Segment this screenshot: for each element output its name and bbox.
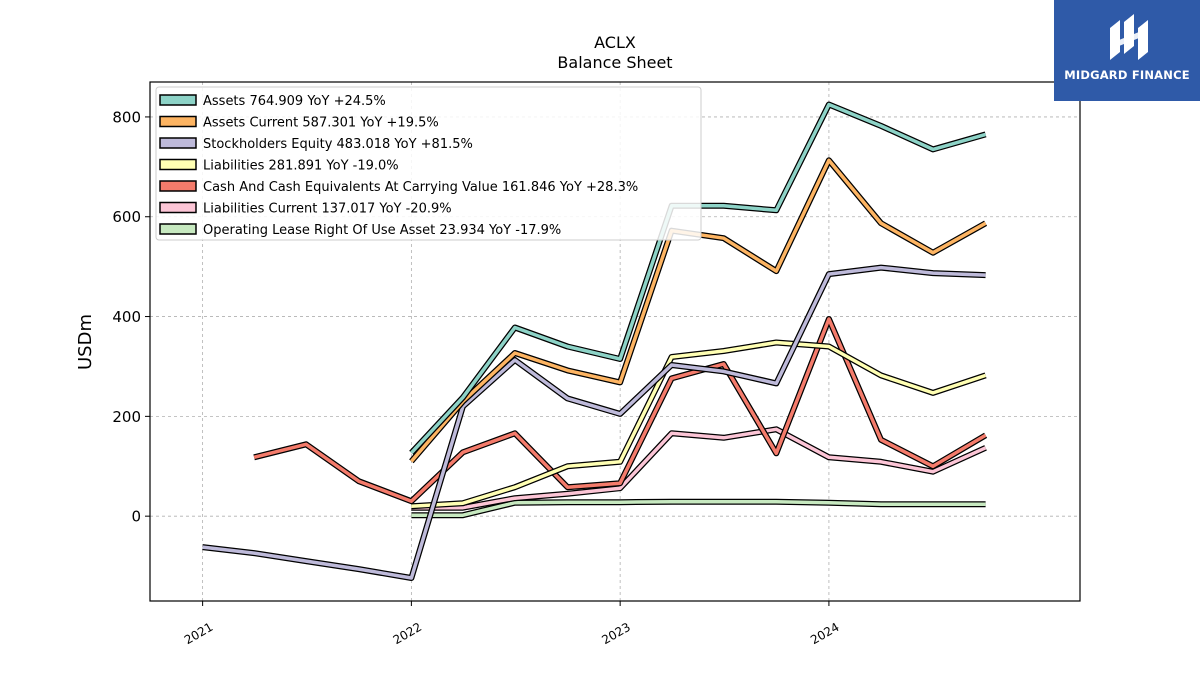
legend-item: Assets Current 587.301 YoY +19.5% [159,115,439,131]
x-tick-label: 2024 [808,620,841,647]
legend-swatch [159,158,197,171]
legend-item: Operating Lease Right Of Use Asset 23.93… [159,223,561,238]
x-tick-label: 2022 [391,620,424,647]
series-operating-lease-right-of-use-asset [411,498,986,519]
legend-label: Assets Current 587.301 YoY +19.5% [203,116,439,131]
legend-item: Liabilities 281.891 YoY -19.0% [159,158,399,174]
legend-label: Stockholders Equity 483.018 YoY +81.5% [203,137,473,152]
series-liabilities [411,339,987,510]
legend: Assets 764.909 YoY +24.5% Assets Current … [155,86,702,241]
legend-swatch [159,137,197,149]
y-tick-label: 400 [112,308,141,326]
brand-name: MIDGARD FINANCE [1064,68,1190,82]
y-tick-label: 800 [112,108,141,126]
x-tick-label: 2023 [599,620,632,647]
series-outline [202,264,986,581]
y-axis-ticks: 0 200 400 600 800 [112,108,150,526]
x-tick-label: 2021 [182,620,215,647]
brand-logo: MIDGARD FINANCE [1054,0,1200,101]
legend-label: Assets 764.909 YoY +24.5% [203,94,386,109]
legend-swatch [159,201,197,214]
series-line [253,317,987,503]
series-liabilities-current [411,426,987,511]
chart-subtitle: Balance Sheet [557,53,672,72]
legend-swatch [159,180,197,192]
legend-frame [155,86,702,241]
legend-label: Cash And Cash Equivalents At Carrying Va… [203,180,638,195]
y-tick-label: 0 [131,508,141,526]
y-tick-label: 200 [112,408,141,426]
series-cash-and-cash-equivalents-at-carrying-value [253,316,988,505]
x-axis-ticks: 2021 2022 2023 2024 [182,601,842,647]
y-axis-label: USDm [75,314,96,370]
series-line [202,265,986,580]
series-line [411,340,987,508]
legend-label: Operating Lease Right Of Use Asset 23.93… [203,223,561,238]
legend-label: Liabilities Current 137.017 YoY -20.9% [203,202,452,217]
legend-item: Cash And Cash Equivalents At Carrying Va… [159,180,638,195]
series-line [411,499,986,517]
y-tick-label: 600 [112,208,141,226]
legend-swatch [159,94,197,106]
plot-frame [149,81,1081,602]
midgard-logo-icon [1110,14,1148,60]
legend-item: Liabilities Current 137.017 YoY -20.9% [159,201,452,217]
chart-title: ACLX [594,33,636,52]
legend-label: Liabilities 281.891 YoY -19.0% [203,159,399,174]
legend-swatch [159,115,197,128]
legend-item: Assets 764.909 YoY +24.5% [159,94,386,109]
legend-swatch [159,223,197,235]
series-lines [202,101,988,581]
series-line [411,427,987,510]
legend-item: Stockholders Equity 483.018 YoY +81.5% [159,137,473,152]
series-stockholders-equity [202,264,986,581]
